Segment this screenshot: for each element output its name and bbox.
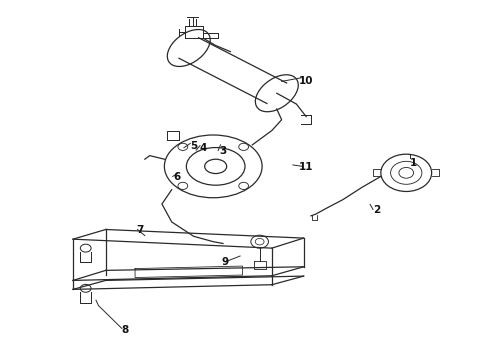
Text: 5: 5 <box>190 141 197 151</box>
Text: 7: 7 <box>136 225 144 235</box>
Text: 10: 10 <box>299 76 313 86</box>
Text: 3: 3 <box>220 145 227 156</box>
Text: 8: 8 <box>122 325 129 335</box>
Text: 2: 2 <box>373 206 381 216</box>
Text: 1: 1 <box>410 158 417 168</box>
Text: 6: 6 <box>173 172 180 182</box>
Text: 9: 9 <box>222 257 229 267</box>
Text: 11: 11 <box>299 162 313 172</box>
Text: 4: 4 <box>200 143 207 153</box>
